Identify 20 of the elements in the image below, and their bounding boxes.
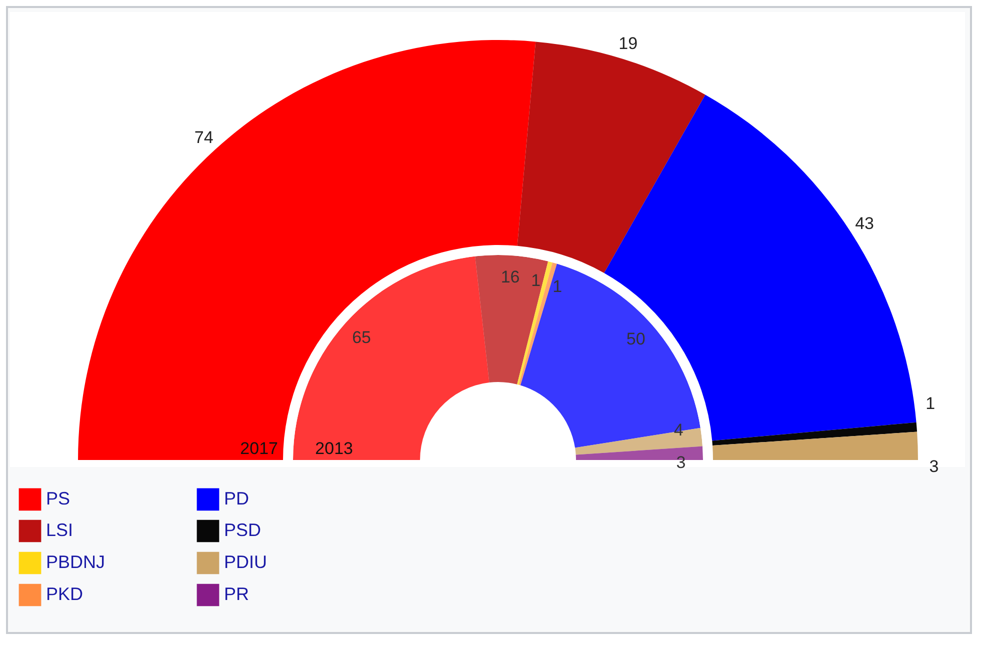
slice-label: 2013	[315, 439, 353, 458]
data-label: 16	[500, 267, 520, 286]
legend-label: PS	[46, 488, 70, 508]
data-label: 1	[926, 394, 936, 414]
data-label: 1	[552, 276, 562, 296]
legend-label: PD	[224, 488, 250, 508]
data-label: 65	[352, 328, 372, 348]
legend-label: PR	[224, 584, 250, 604]
data-label: 43	[855, 214, 874, 233]
data-label: 1	[531, 270, 541, 290]
legend-label: PSD	[224, 520, 262, 540]
legend-label: PBDNJ	[46, 552, 106, 572]
data-label: 50	[626, 330, 646, 349]
legend-label: PKD	[46, 584, 84, 604]
data-label: 3	[929, 457, 939, 476]
data-label: 19	[618, 34, 638, 53]
legend-label: PDIU	[224, 552, 268, 572]
slice-label: 2017	[240, 439, 278, 458]
data-label: 74	[194, 128, 214, 148]
legend-label: LSI	[46, 520, 74, 540]
